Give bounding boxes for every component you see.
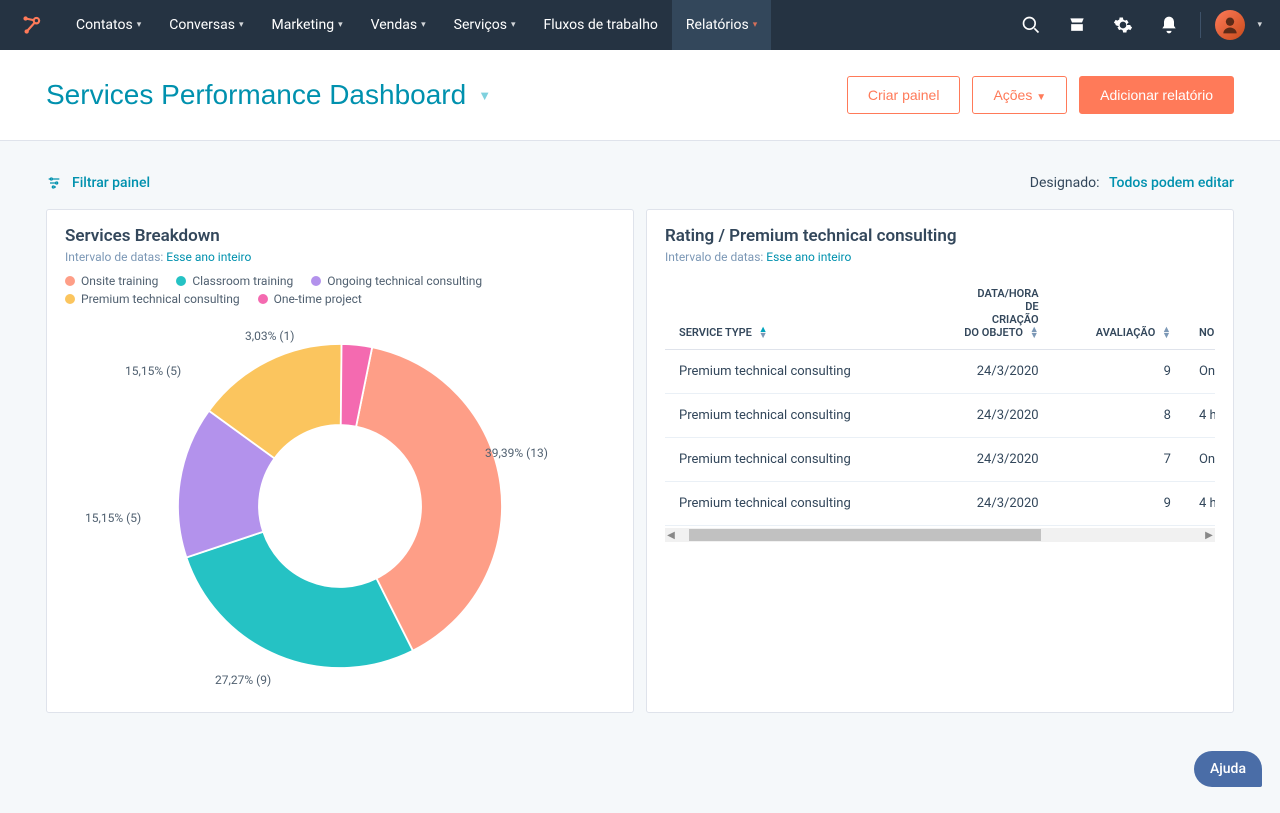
rating-card: Rating / Premium technical consulting In… (646, 209, 1234, 713)
actions-button-label: Ações (993, 87, 1032, 103)
nav-item-relatórios[interactable]: Relatórios▾ (672, 0, 771, 50)
slice-label: 39,39% (13) (485, 446, 548, 460)
slice-label: 27,27% (9) (215, 673, 271, 687)
help-fab[interactable]: Ajuda (1194, 751, 1262, 787)
dashboard-dropdown-icon[interactable]: ▼ (478, 88, 491, 103)
marketplace-icon[interactable] (1056, 0, 1098, 50)
filter-bar: Filtrar painel Designado: Todos podem ed… (0, 141, 1280, 209)
scroll-right-arrow[interactable]: ▶ (1203, 530, 1215, 541)
page-header: Services Performance Dashboard ▼ Criar p… (0, 50, 1280, 141)
rating-subtitle: Intervalo de datas: Esse ano inteiro (665, 250, 1215, 264)
scroll-left-arrow[interactable]: ◀ (665, 530, 677, 541)
table-row[interactable]: Premium technical consulting24/3/20209On… (665, 350, 1215, 394)
donut-chart: 39,39% (13) 27,27% (9) 15,15% (5) 15,15% (5… (65, 316, 615, 696)
assigned-info: Designado: Todos podem editar (1030, 175, 1234, 191)
table-header[interactable]: AVALIAÇÃO ▲▼ (1053, 277, 1185, 350)
dashboard-cards: Services Breakdown Intervalo de datas: E… (0, 209, 1280, 713)
horizontal-scrollbar[interactable]: ◀ ▶ (665, 528, 1215, 542)
rating-title: Rating / Premium technical consulting (665, 226, 1215, 246)
breakdown-title: Services Breakdown (65, 226, 615, 246)
hubspot-logo[interactable] (16, 10, 46, 40)
rating-interval-label: Intervalo de datas: (665, 250, 763, 264)
nav-right: ▾ (1010, 0, 1272, 50)
table-header[interactable]: DATA/HORADECRIAÇÃODO OBJETO ▲▼ (921, 277, 1052, 350)
legend-item: Onsite training (65, 274, 158, 288)
actions-button[interactable]: Ações ▼ (972, 76, 1067, 114)
search-icon[interactable] (1010, 0, 1052, 50)
account-chevron-icon[interactable]: ▾ (1257, 20, 1262, 30)
rating-interval-value: Esse ano inteiro (766, 250, 851, 264)
user-avatar[interactable] (1215, 10, 1245, 40)
create-panel-button[interactable]: Criar painel (847, 76, 961, 114)
rating-table: SERVICE TYPE ▲▼DATA/HORADECRIAÇÃODO OBJE… (665, 277, 1215, 526)
nav-separator (1200, 12, 1201, 38)
donut-slice[interactable] (186, 532, 412, 668)
filter-dashboard-button[interactable]: Filtrar painel (46, 175, 150, 191)
slice-label: 15,15% (5) (125, 364, 181, 378)
breakdown-interval-label: Intervalo de datas: (65, 250, 163, 264)
table-row[interactable]: Premium technical consulting24/3/20207On… (665, 438, 1215, 482)
donut-svg (160, 326, 520, 686)
breakdown-interval-value: Esse ano inteiro (166, 250, 251, 264)
table-row[interactable]: Premium technical consulting24/3/202084 … (665, 394, 1215, 438)
assigned-label: Designado: (1030, 175, 1100, 191)
dashboard-title-text: Services Performance Dashboard (46, 79, 466, 111)
nav-item-vendas[interactable]: Vendas▾ (357, 0, 440, 50)
filter-label: Filtrar painel (72, 175, 150, 191)
scrollbar-thumb[interactable] (689, 529, 1041, 541)
header-actions: Criar painel Ações ▼ Adicionar relatório (847, 76, 1234, 114)
nav-item-serviços[interactable]: Serviços▾ (440, 0, 530, 50)
table-header[interactable]: NOME ▲▼ (1185, 277, 1215, 350)
assigned-value-link[interactable]: Todos podem editar (1109, 175, 1234, 191)
nav-item-contatos[interactable]: Contatos▾ (62, 0, 155, 50)
filter-icon (46, 175, 62, 191)
legend-item: Ongoing technical consulting (311, 274, 482, 288)
table-row[interactable]: Premium technical consulting24/3/202094 … (665, 482, 1215, 526)
legend-item: One-time project (258, 292, 362, 306)
nav-item-marketing[interactable]: Marketing▾ (258, 0, 357, 50)
nav-item-conversas[interactable]: Conversas▾ (155, 0, 257, 50)
add-report-button[interactable]: Adicionar relatório (1079, 76, 1234, 114)
nav-item-fluxos-de-trabalho[interactable]: Fluxos de trabalho (530, 0, 672, 50)
top-navbar: Contatos▾Conversas▾Marketing▾Vendas▾Serv… (0, 0, 1280, 50)
services-breakdown-card: Services Breakdown Intervalo de datas: E… (46, 209, 634, 713)
slice-label: 15,15% (5) (85, 511, 141, 525)
dashboard-title[interactable]: Services Performance Dashboard ▼ (46, 79, 491, 111)
legend-item: Classroom training (176, 274, 293, 288)
rating-table-wrap: SERVICE TYPE ▲▼DATA/HORADECRIAÇÃODO OBJE… (665, 276, 1215, 542)
table-header[interactable]: SERVICE TYPE ▲▼ (665, 277, 921, 350)
legend-item: Premium technical consulting (65, 292, 240, 306)
slice-label: 3,03% (1) (245, 329, 294, 343)
nav-items: Contatos▾Conversas▾Marketing▾Vendas▾Serv… (62, 0, 1010, 50)
donut-legend: Onsite training Classroom training Ongoing… (65, 274, 615, 306)
notifications-icon[interactable] (1148, 0, 1190, 50)
breakdown-subtitle: Intervalo de datas: Esse ano inteiro (65, 250, 615, 264)
settings-icon[interactable] (1102, 0, 1144, 50)
